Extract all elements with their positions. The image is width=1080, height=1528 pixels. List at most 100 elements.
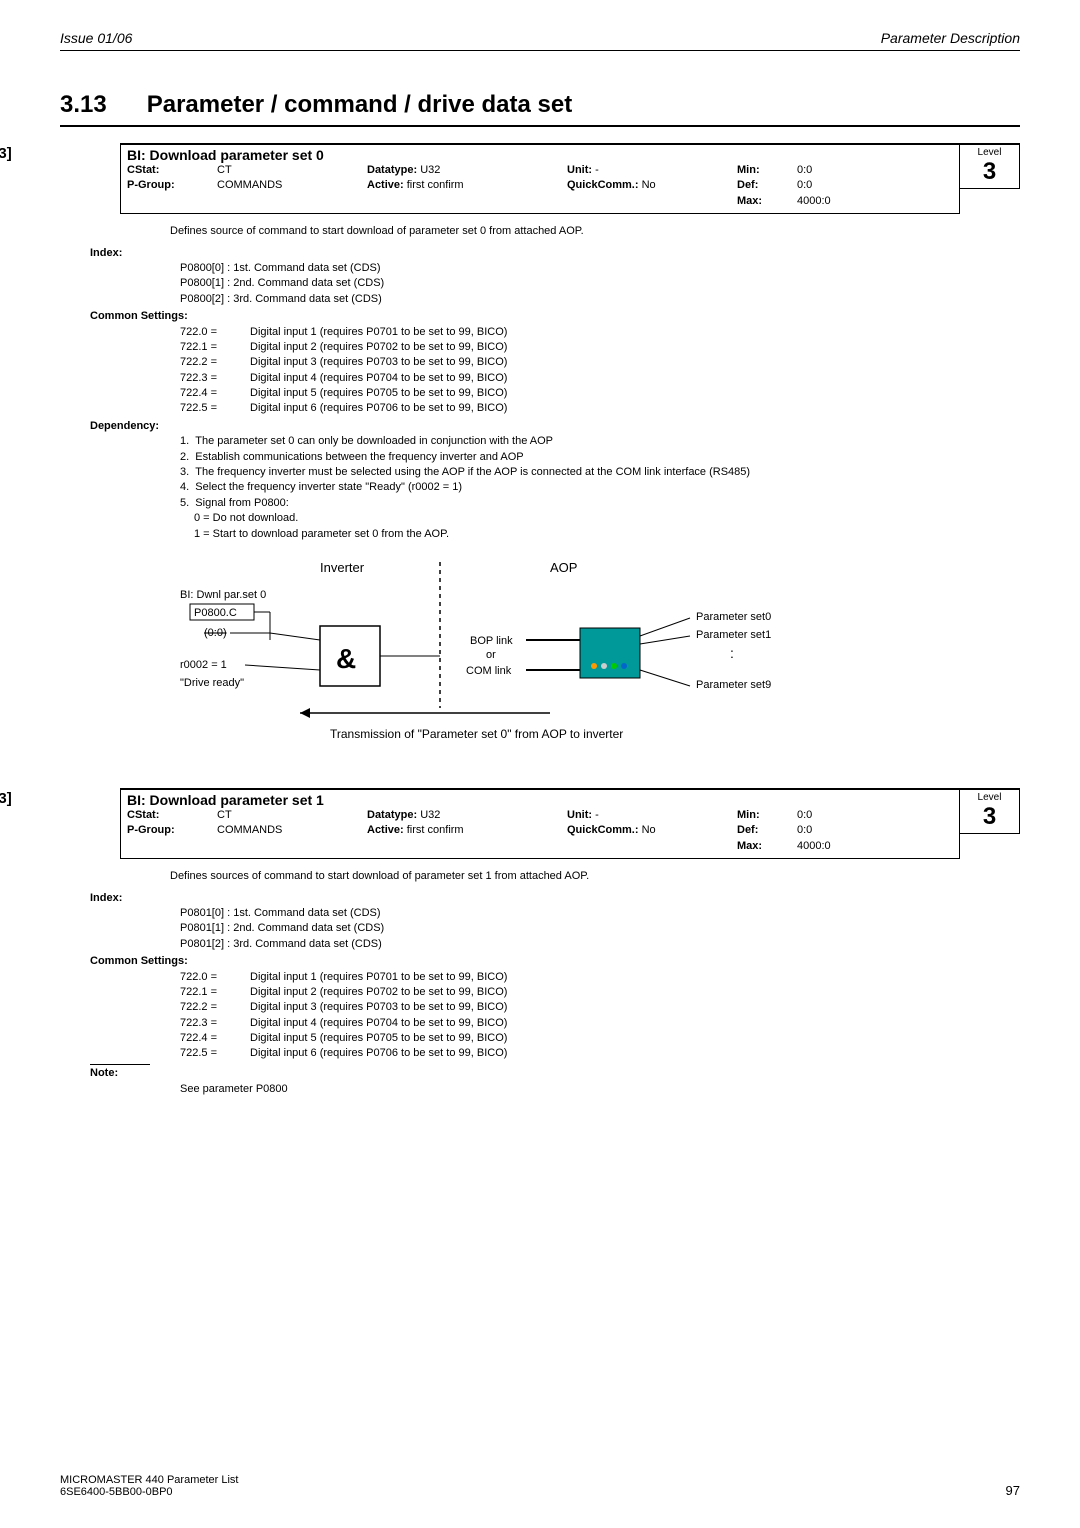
footer-line2: 6SE6400-5BB00-0BP0	[60, 1486, 239, 1498]
cs-text: Digital input 3 (requires P0703 to be se…	[250, 1000, 507, 1015]
cs-code: 722.1 =	[180, 985, 250, 1000]
active-label: Active:	[367, 824, 404, 836]
min-value: 0:0	[797, 163, 867, 178]
page-number: 97	[1006, 1483, 1020, 1498]
p0801-index-2: P0801[2] : 3rd. Command data set (CDS)	[180, 937, 1020, 952]
ps0: Parameter set0	[696, 611, 771, 623]
qc-value: No	[642, 179, 656, 191]
cs-text: Digital input 5 (requires P0705 to be se…	[250, 1031, 507, 1046]
unit-label: Unit:	[567, 809, 592, 821]
pgroup-label: P-Group:	[127, 178, 217, 193]
cstat-label: CStat:	[127, 163, 217, 178]
dep-item: Signal from P0800:	[195, 497, 289, 509]
drive-ready-label: "Drive ready"	[180, 677, 244, 689]
def-label: Def:	[737, 823, 797, 838]
qc-label: QuickComm.:	[567, 179, 639, 191]
cs-code: 722.2 =	[180, 1000, 250, 1015]
index-label: Index:	[90, 891, 1020, 906]
active-value: first confirm	[407, 824, 464, 836]
qc-label: QuickComm.:	[567, 824, 639, 836]
bi-label: BI: Dwnl par.set 0	[180, 589, 266, 601]
diagram-caption: Transmission of "Parameter set 0" from A…	[330, 727, 623, 741]
cs-code: 722.1 =	[180, 340, 250, 355]
p0800-desc: Defines source of command to start downl…	[170, 224, 1020, 239]
aop-label: AOP	[550, 560, 577, 575]
com-link: COM link	[466, 665, 512, 677]
level-value: 3	[964, 158, 1015, 186]
datatype-value: U32	[420, 164, 440, 176]
header-right: Parameter Description	[881, 30, 1020, 46]
param-title-p0800: BI: Download parameter set 0	[127, 147, 324, 163]
section-title: 3.13 Parameter / command / drive data se…	[60, 91, 1020, 127]
header-left: Issue 01/06	[60, 30, 132, 46]
datatype-label: Datatype:	[367, 809, 417, 821]
cs-code: 722.0 =	[180, 325, 250, 340]
cstat-label: CStat:	[127, 808, 217, 823]
ps-dots: :	[730, 645, 734, 661]
cs-code: 722.4 =	[180, 1031, 250, 1046]
min-label: Min:	[737, 808, 797, 823]
common-label: Common Settings:	[90, 954, 1020, 969]
qc-value: No	[642, 824, 656, 836]
p0800-index-1: P0800[1] : 2nd. Command data set (CDS)	[180, 276, 1020, 291]
page-header: Issue 01/06 Parameter Description	[60, 30, 1020, 51]
cstat-value: CT	[217, 808, 367, 823]
inverter-label: Inverter	[320, 560, 365, 575]
def-value: 0:0	[797, 178, 867, 193]
pgroup-label: P-Group:	[127, 823, 217, 838]
cs-text: Digital input 6 (requires P0706 to be se…	[250, 401, 507, 416]
cs-text: Digital input 4 (requires P0704 to be se…	[250, 371, 507, 386]
page-footer: MICROMASTER 440 Parameter List 6SE6400-5…	[60, 1474, 1020, 1498]
max-label: Max:	[737, 194, 797, 209]
dep-sub: 0 = Do not download.	[194, 511, 1020, 526]
cs-text: Digital input 2 (requires P0702 to be se…	[250, 340, 507, 355]
p0800-index-0: P0800[0] : 1st. Command data set (CDS)	[180, 261, 1020, 276]
level-value: 3	[964, 803, 1015, 831]
datatype-label: Datatype:	[367, 164, 417, 176]
cs-code: 722.5 =	[180, 1046, 250, 1061]
index-label: Index:	[90, 246, 1020, 261]
ps9: Parameter set9	[696, 679, 771, 691]
min-label: Min:	[737, 163, 797, 178]
datatype-value: U32	[420, 809, 440, 821]
level-cell-p0800: Level 3	[960, 144, 1020, 189]
dep-item: Select the frequency inverter state "Rea…	[195, 481, 462, 493]
note-label: Note:	[90, 1064, 150, 1079]
section-name: Parameter / command / drive data set	[147, 91, 573, 119]
cs-code: 722.3 =	[180, 371, 250, 386]
dep-item: The parameter set 0 can only be download…	[195, 435, 553, 447]
cs-code: 722.2 =	[180, 355, 250, 370]
r0002-label: r0002 = 1	[180, 659, 227, 671]
bop-link: BOP link	[470, 635, 513, 647]
section-number: 3.13	[60, 91, 107, 119]
common-label: Common Settings:	[90, 309, 1020, 324]
max-value: 4000:0	[797, 839, 867, 854]
dep-sub: 1 = Start to download parameter set 0 fr…	[194, 527, 1020, 542]
active-label: Active:	[367, 179, 404, 191]
cs-text: Digital input 1 (requires P0701 to be se…	[250, 325, 507, 340]
dep-item: The frequency inverter must be selected …	[195, 466, 750, 478]
max-label: Max:	[737, 839, 797, 854]
unit-value: -	[595, 164, 599, 176]
dependency-label: Dependency:	[90, 419, 1020, 434]
or-label: or	[486, 649, 496, 661]
param-title-p0801: BI: Download parameter set 1	[127, 792, 324, 808]
footer-line1: MICROMASTER 440 Parameter List	[60, 1474, 239, 1486]
and-symbol: &	[336, 643, 356, 674]
param-id-p0801: P0801[3]	[0, 788, 60, 807]
level-cell-p0801: Level 3	[960, 789, 1020, 834]
transmission-diagram: Inverter AOP BI: Dwnl par.set 0 P0800.C …	[170, 558, 1020, 758]
note-text: See parameter P0800	[180, 1083, 1020, 1095]
cs-text: Digital input 2 (requires P0702 to be se…	[250, 985, 507, 1000]
cs-code: 722.3 =	[180, 1016, 250, 1031]
param-id-p0800: P0800[3]	[0, 143, 60, 162]
cs-text: Digital input 3 (requires P0703 to be se…	[250, 355, 507, 370]
min-value: 0:0	[797, 808, 867, 823]
param-head-p0801: BI: Download parameter set 1 CStat: CT D…	[120, 789, 1020, 859]
cs-code: 722.0 =	[180, 970, 250, 985]
unit-value: -	[595, 809, 599, 821]
pgroup-value: COMMANDS	[217, 178, 367, 193]
diagram-svg: Inverter AOP BI: Dwnl par.set 0 P0800.C …	[170, 558, 870, 758]
cstat-value: CT	[217, 163, 367, 178]
active-value: first confirm	[407, 179, 464, 191]
